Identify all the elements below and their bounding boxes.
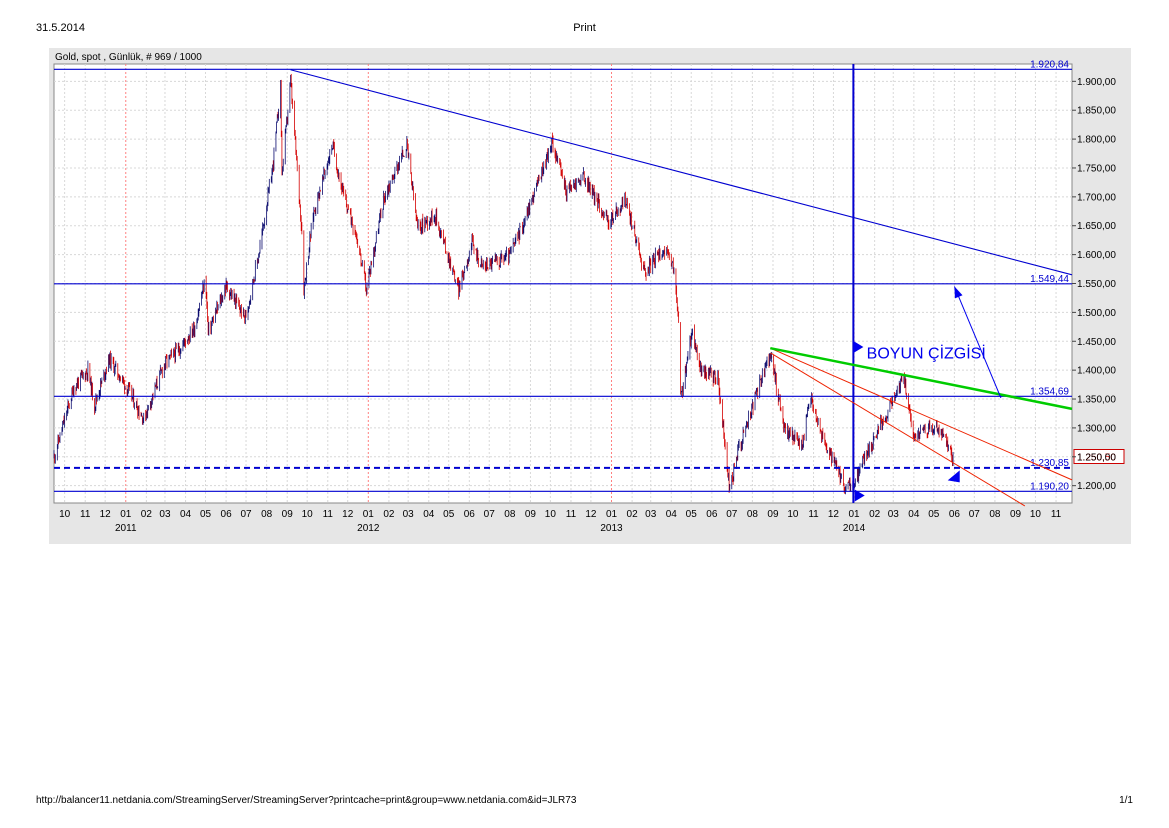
x-tick-label: 03 [159,509,171,520]
level-label: 1.549,44 [1030,274,1069,285]
y-tick-label: 1.600,00 [1077,250,1116,261]
page-number: 1/1 [1119,795,1133,806]
annotation-arrow-head [954,286,963,299]
y-tick-label: 1.850,00 [1077,106,1116,117]
x-tick-label: 11 [80,509,91,520]
x-tick-label: 12 [585,509,597,520]
y-tick-label: 1.750,00 [1077,163,1116,174]
x-tick-label: 08 [504,509,516,520]
y-tick-label: 1.700,00 [1077,192,1116,203]
level-label: 1.354,69 [1030,386,1069,397]
chart-panel: 1.920,84 1.549,44 1.354,69 1.230,85 1.190,20… [49,48,1131,544]
x-tick-label: 09 [1010,509,1022,520]
gold-price-chart: 1.920,84 1.549,44 1.354,69 1.230,85 1.190,20… [53,52,1125,534]
x-tick-label: 01 [848,509,860,520]
arrow-marker [947,470,960,483]
y-tick-label: 1.800,00 [1077,135,1116,146]
x-tick-label: 04 [423,509,435,520]
x-tick-label: 01 [363,509,375,520]
annotation-arrow-line [953,286,1002,399]
x-tick-label: 02 [383,509,395,520]
x-year-label: 2014 [843,523,866,534]
y-tick-label: 1.550,00 [1077,279,1116,290]
x-tick-label: 06 [706,509,718,520]
x-tick-label: 12 [100,509,112,520]
print-url: http://balancer11.netdania.com/Streaming… [36,795,577,806]
axis-layer: 1.200,00 1.250,00 1.300,00 1.350,00 1.400,00… [59,77,1116,534]
x-tick-label: 09 [282,509,294,520]
channel-line [770,352,1026,507]
channel-line [770,347,1073,481]
x-tick-label: 06 [949,509,961,520]
x-year-label: 2011 [115,523,137,534]
y-tick-label: 1.450,00 [1077,337,1116,348]
x-tick-label: 09 [525,509,537,520]
x-tick-label: 12 [342,509,354,520]
x-tick-label: 05 [686,509,698,520]
overlay-layer: 1.920,84 1.549,44 1.354,69 1.230,85 1.190,20… [54,59,1125,507]
x-tick-label: 03 [403,509,415,520]
x-tick-label: 10 [59,509,71,520]
arrow-marker [853,341,864,354]
x-tick-label: 06 [464,509,476,520]
x-tick-label: 01 [120,509,132,520]
y-tick-label: 1.900,00 [1077,77,1116,88]
x-tick-label: 04 [180,509,192,520]
level-label: 1.190,20 [1030,481,1069,492]
x-tick-label: 01 [606,509,618,520]
x-tick-label: 08 [989,509,1001,520]
x-tick-label: 10 [302,509,314,520]
x-tick-label: 07 [969,509,981,520]
x-tick-label: 05 [928,509,940,520]
x-tick-label: 11 [566,509,577,520]
arrow-marker [854,489,865,502]
x-tick-label: 08 [261,509,273,520]
main-trendline [290,69,1073,276]
print-date: 31.5.2014 [36,22,85,34]
x-tick-label: 11 [323,509,334,520]
print-title: Print [573,22,596,34]
x-tick-label: 02 [869,509,881,520]
neckline [770,346,1073,411]
neckline-label: BOYUN ÇİZGİSİ [867,344,986,363]
y-tick-label: 1.350,00 [1077,395,1116,406]
x-tick-label: 06 [221,509,233,520]
x-tick-label: 05 [443,509,455,520]
y-tick-label: 1.650,00 [1077,221,1116,232]
candle-layer [53,73,954,495]
x-tick-label: 04 [908,509,920,520]
x-tick-label: 11 [1051,509,1062,520]
y-tick-label: 1.250,00 [1077,452,1116,463]
x-tick-label: 10 [545,509,557,520]
x-tick-label: 10 [787,509,799,520]
y-tick-label: 1.200,00 [1077,481,1116,492]
current-price-label: 1.250,50 [1077,453,1116,464]
y-tick-label: 1.500,00 [1077,308,1116,319]
x-tick-label: 10 [1030,509,1042,520]
print-footer: http://balancer11.netdania.com/Streaming… [0,795,1169,809]
x-tick-label: 02 [141,509,153,520]
print-header: 31.5.2014 Print [0,22,1169,36]
x-tick-label: 07 [484,509,496,520]
y-tick-label: 1.300,00 [1077,423,1116,434]
level-label: 1.920,84 [1030,59,1069,70]
x-tick-label: 02 [627,509,639,520]
y-tick-label: 1.400,00 [1077,366,1116,377]
x-tick-label: 09 [767,509,779,520]
x-tick-label: 07 [240,509,252,520]
x-tick-label: 08 [747,509,759,520]
x-tick-label: 12 [828,509,840,520]
x-tick-label: 11 [808,509,819,520]
level-label: 1.230,85 [1030,458,1069,469]
chart-title: Gold, spot , Günlük, # 969 / 1000 [55,52,202,63]
x-tick-label: 07 [726,509,738,520]
x-tick-label: 03 [888,509,900,520]
x-tick-label: 04 [666,509,678,520]
x-tick-label: 03 [645,509,657,520]
x-year-label: 2013 [600,523,623,534]
x-year-label: 2012 [357,523,380,534]
x-tick-label: 05 [200,509,212,520]
